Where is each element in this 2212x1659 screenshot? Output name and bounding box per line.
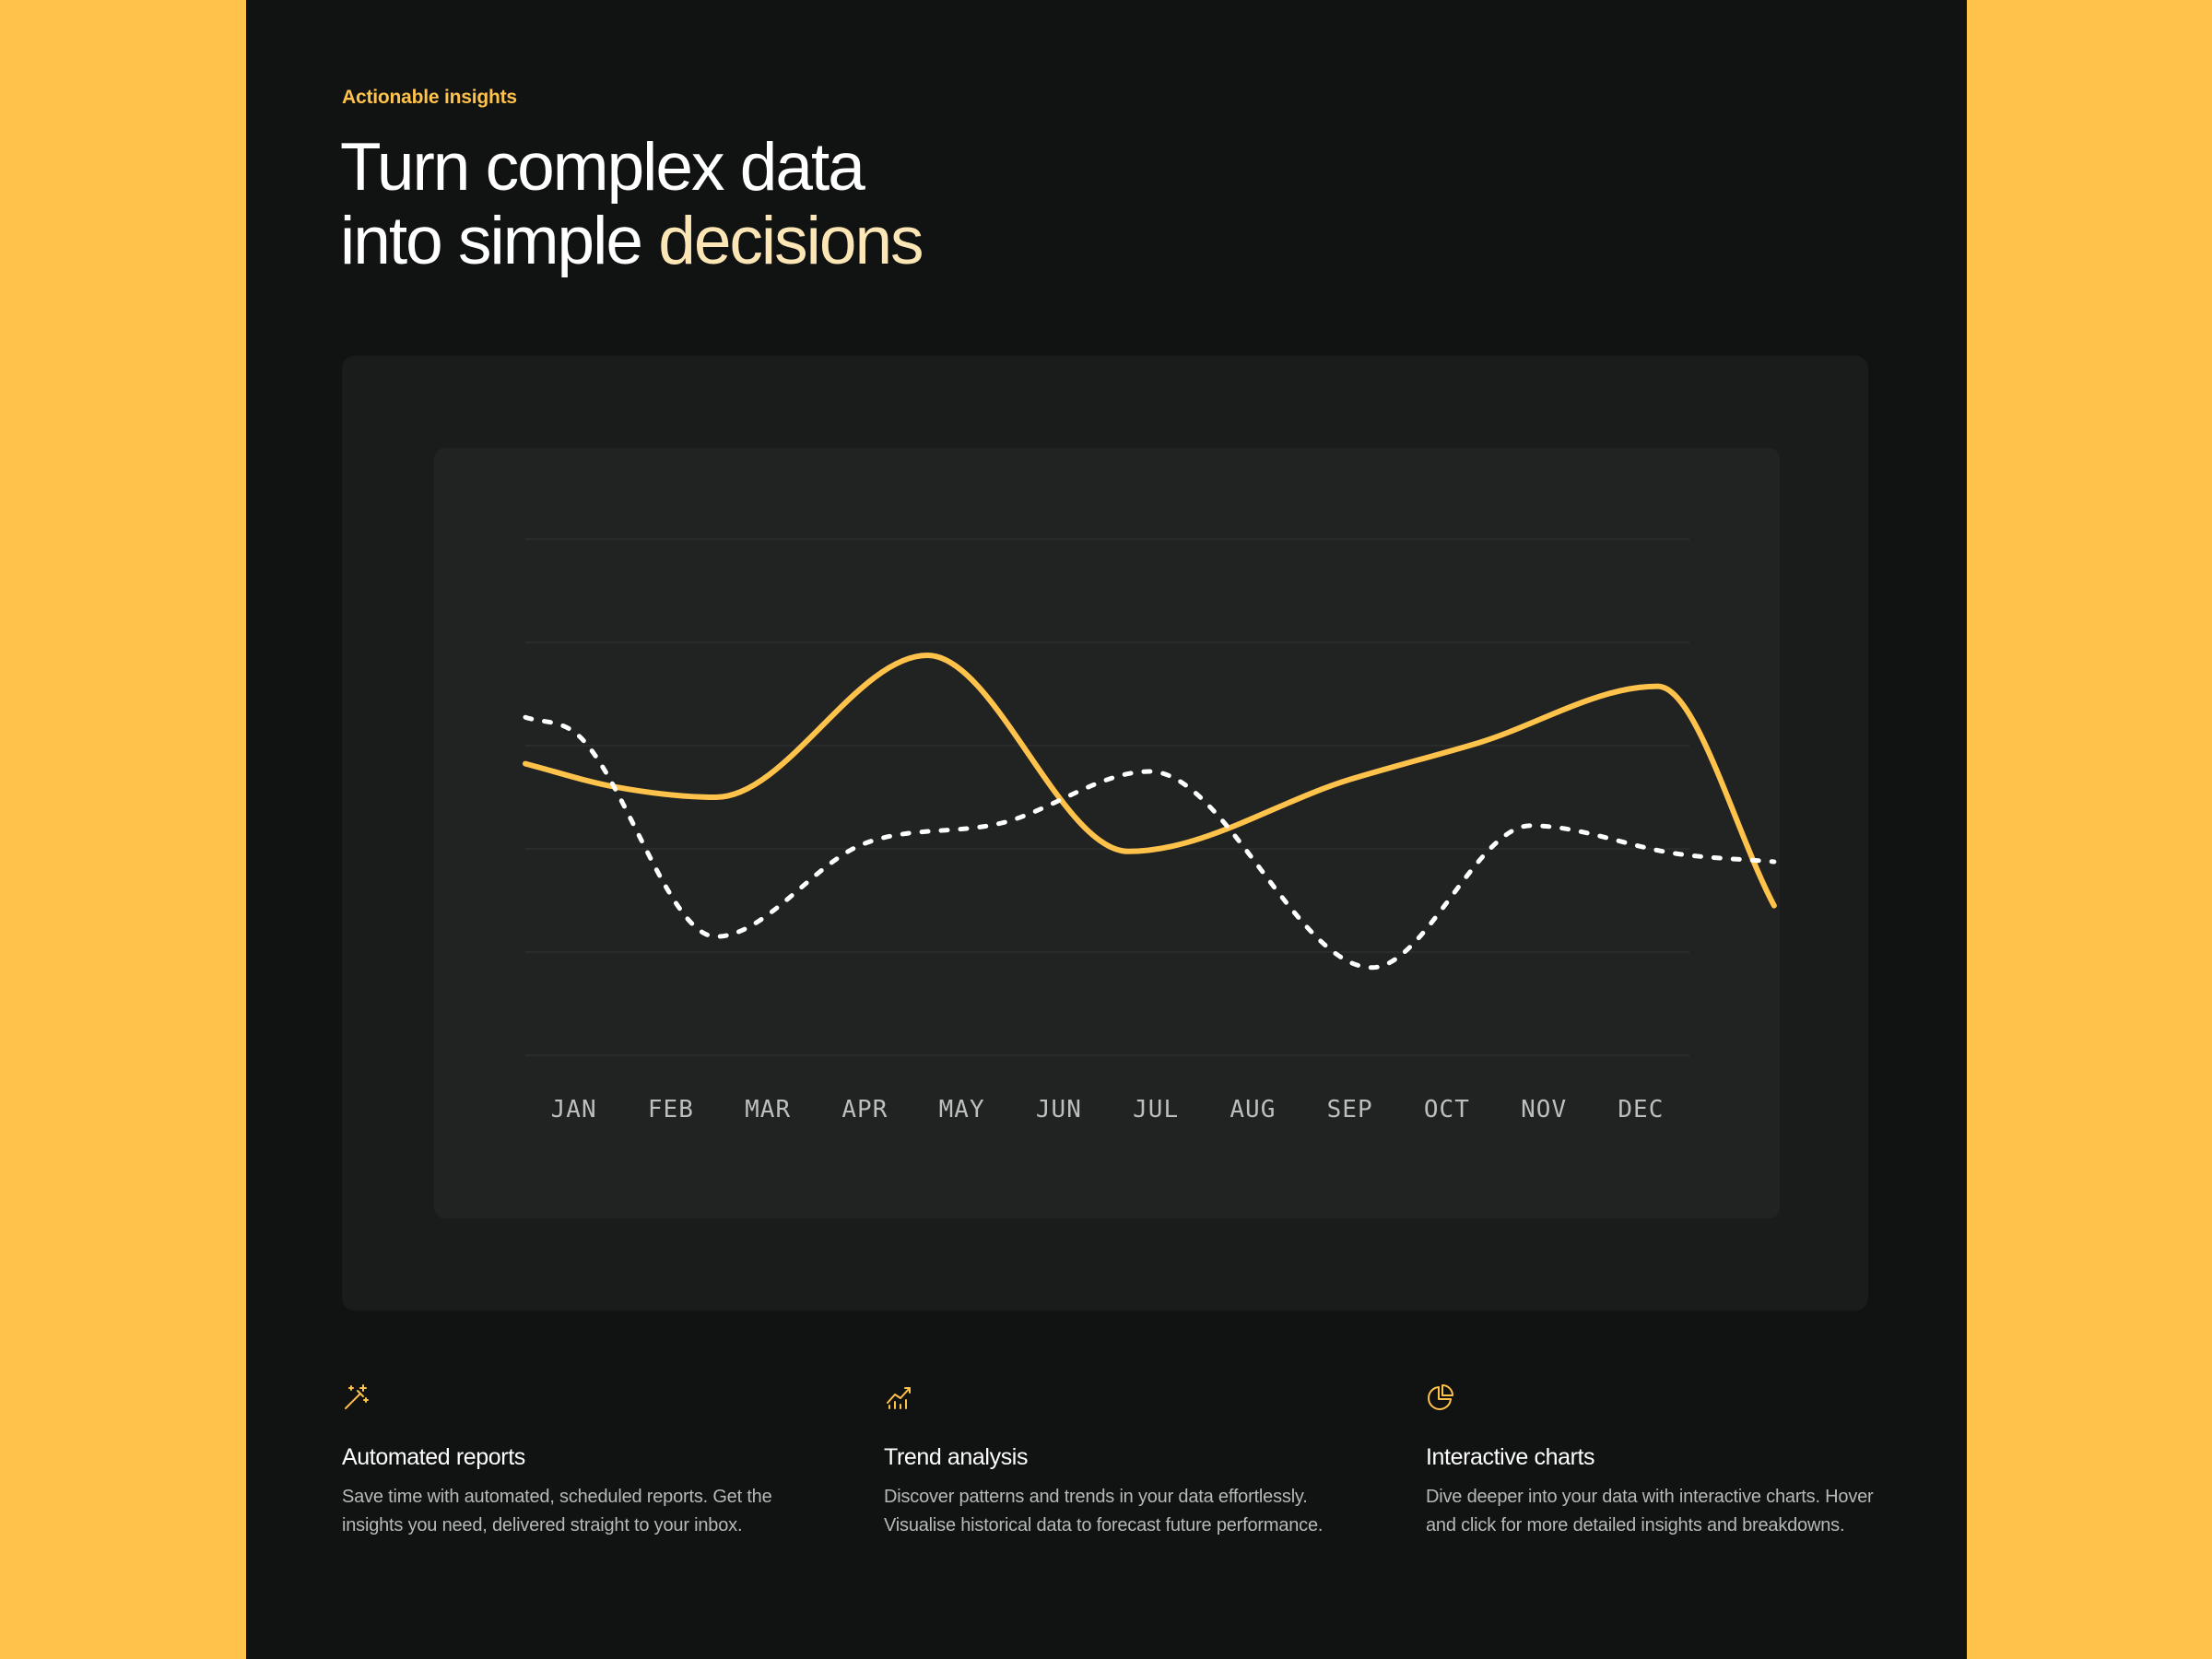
x-tick-label: SEP (1327, 1096, 1373, 1124)
x-axis-labels: JAN FEB MAR APR MAY JUN JUL AUG SEP OCT NOV DEC (551, 1096, 1664, 1124)
feature-description: Dive deeper into your data with interact… (1426, 1487, 1874, 1535)
line-chart[interactable]: JAN FEB MAR APR MAY JUN JUL AUG SEP OCT NOV DEC (434, 448, 1780, 1218)
x-tick-label: DEC (1618, 1096, 1664, 1124)
chart-container[interactable]: JAN FEB MAR APR MAY JUN JUL AUG SEP OCT NOV DEC (434, 448, 1780, 1218)
feature-automated-reports: Automated reports Save time with automat… (342, 1382, 812, 1535)
feature-trend-analysis: Trend analysis Discover patterns and tre… (884, 1382, 1354, 1535)
chart-card: JAN FEB MAR APR MAY JUN JUL AUG SEP OCT NOV DEC (342, 356, 1868, 1311)
chart-grid (525, 538, 1689, 1056)
main-panel: Actionable insights Turn complex data in… (246, 0, 1967, 1659)
feature-description: Save time with automated, scheduled repo… (342, 1487, 772, 1535)
x-tick-label: OCT (1424, 1096, 1470, 1124)
eyebrow-label: Actionable insights (342, 87, 517, 108)
x-tick-label: JUN (1036, 1096, 1082, 1124)
x-tick-label: APR (841, 1096, 888, 1124)
feature-title: Trend analysis (884, 1444, 1029, 1470)
feature-interactive-charts: Interactive charts Dive deeper into your… (1426, 1382, 1896, 1535)
feature-title: Automated reports (342, 1444, 525, 1470)
magic-wand-icon (345, 1384, 369, 1409)
x-tick-label: AUG (1230, 1096, 1276, 1124)
pie-chart-icon (1428, 1384, 1453, 1410)
title-line-2-prefix: into simple (340, 204, 659, 278)
x-tick-label: FEB (648, 1096, 694, 1124)
trend-chart-icon (887, 1387, 911, 1409)
series-line-solid (523, 653, 1777, 909)
x-tick-label: MAR (745, 1096, 791, 1124)
x-tick-label: JAN (551, 1096, 597, 1124)
x-tick-label: MAY (939, 1096, 985, 1124)
x-tick-label: NOV (1521, 1096, 1567, 1124)
chart-series (523, 653, 1777, 971)
x-tick-label: JUL (1133, 1096, 1179, 1124)
title-line-1: Turn complex data (340, 130, 865, 205)
feature-description: Discover patterns and trends in your dat… (884, 1487, 1324, 1535)
title-accent-word: decisions (658, 204, 924, 278)
page-title: Turn complex data into simple decisions (340, 130, 924, 278)
series-line-dashed (523, 714, 1777, 971)
feature-title: Interactive charts (1426, 1444, 1595, 1470)
